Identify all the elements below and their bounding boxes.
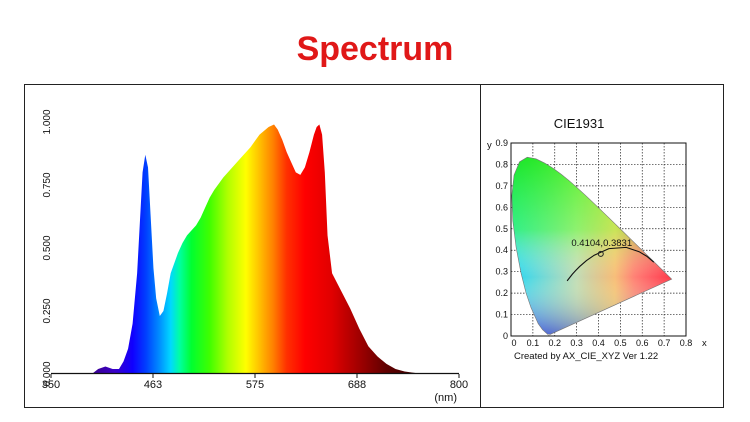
cie-y-tick-label: 0.3 xyxy=(495,267,508,277)
cie-y-tick-label: 0.9 xyxy=(495,138,508,148)
cie-y-tick-label: 0.7 xyxy=(495,181,508,191)
cie-title: CIE1931 xyxy=(554,116,605,131)
x-unit-label: (nm) xyxy=(434,392,457,404)
cie-x-tick-label: 0.2 xyxy=(548,338,561,348)
cie-x-tick-label: 0.3 xyxy=(570,338,583,348)
x-tick-label: 800 xyxy=(450,379,468,391)
y-tick-label: 0.500 xyxy=(42,235,53,260)
planckian-locus xyxy=(566,246,655,282)
cie-plot-border xyxy=(510,142,687,337)
spectrum-fill xyxy=(51,124,459,374)
cie-x-tick-labels: 0 0.1 0.2 0.3 0.4 0.5 0.6 0.7 0.8 xyxy=(511,338,692,348)
cie-x-tick-label: 0.8 xyxy=(680,338,693,348)
cie-y-tick-label: 0.4 xyxy=(495,245,508,255)
cie-y-tick-label: 0.6 xyxy=(495,202,508,212)
cie-y-tick-label: 0.5 xyxy=(495,224,508,234)
cie-y-tick-label: 0 xyxy=(503,331,508,341)
cie-y-tick-label: 0.2 xyxy=(495,288,508,298)
spectrum-chart: 350 463 575 688 800 0.000 0.250 0.500 0.750 1.00… xyxy=(42,109,468,404)
x-tick-label: 350 xyxy=(42,379,60,391)
cie-footer: Created by AX_CIE_XYZ Ver 1.22 xyxy=(514,351,658,362)
cie-y-tick-labels: 0 0.1 0.2 0.3 0.4 0.5 0.6 0.7 0.8 0.9 xyxy=(495,138,508,341)
x-tick-labels: 350 463 575 688 800 xyxy=(42,374,468,391)
cie-y-tick-label: 0.1 xyxy=(495,310,508,320)
x-tick-label: 575 xyxy=(246,379,264,391)
chart-frame xyxy=(24,84,724,408)
spectral-locus xyxy=(511,156,673,336)
cie-y-axis-label: y xyxy=(487,140,492,151)
cie-x-tick-label: 0.5 xyxy=(614,338,627,348)
cie1931-chart: CIE1931 0.4104,0.3831 0 0.1 0.2 0.3 0.4 0.5 0.… xyxy=(487,116,707,362)
y-tick-labels: 0.000 0.250 0.500 0.750 1.000 xyxy=(42,109,53,386)
cie-x-tick-label: 0.6 xyxy=(636,338,649,348)
page-title: Spectrum xyxy=(296,30,454,68)
x-tick-label: 463 xyxy=(144,379,162,391)
chromaticity-point-label: 0.4104,0.3831 xyxy=(571,238,632,249)
x-tick-label: 688 xyxy=(348,379,366,391)
y-tick-label: 0.250 xyxy=(42,298,53,323)
y-tick-label: 0.750 xyxy=(42,172,53,197)
cie-y-tick-label: 0.8 xyxy=(495,159,508,169)
cie-x-tick-label: 0.1 xyxy=(527,338,540,348)
chromaticity-point xyxy=(597,250,604,257)
panel-divider xyxy=(480,84,481,408)
cie-x-axis-label: x xyxy=(702,338,707,349)
cie-x-tick-label: 0.4 xyxy=(592,338,605,348)
y-tick-label: 1.000 xyxy=(42,109,53,134)
y-tick-label: 0.000 xyxy=(42,361,53,386)
cie-x-tick-label: 0.7 xyxy=(658,338,671,348)
cie-x-tick-label: 0 xyxy=(511,338,516,348)
